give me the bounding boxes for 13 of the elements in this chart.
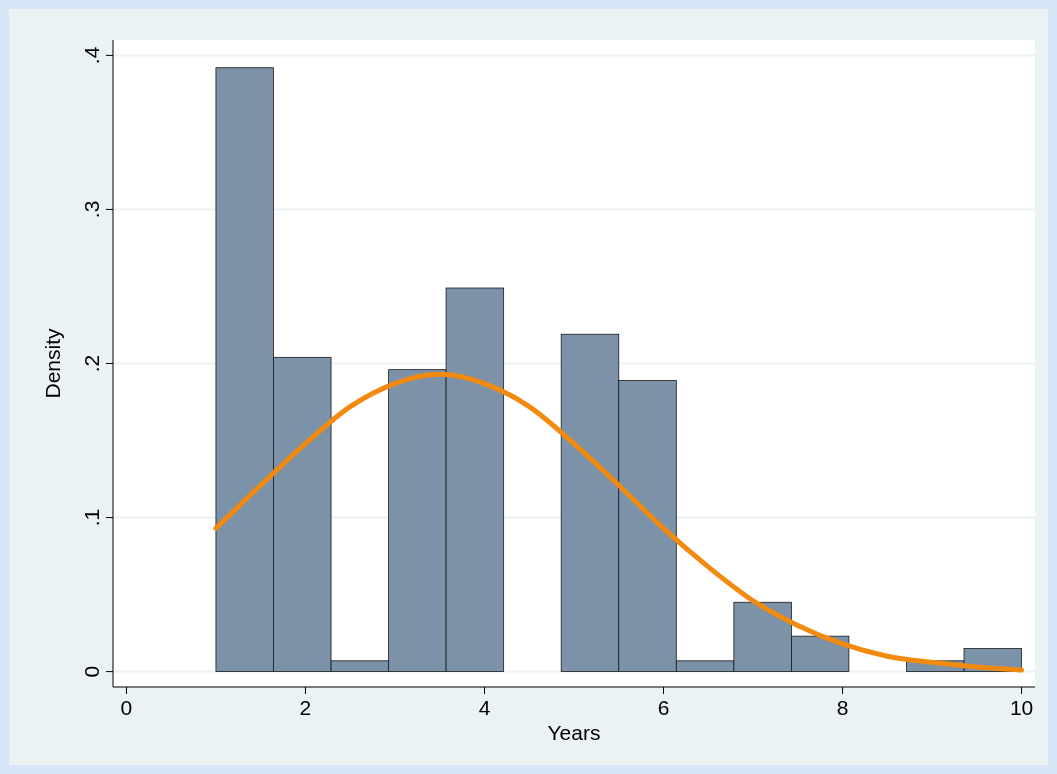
y-tick-label: .1 (80, 508, 103, 527)
y-tick-label: 0 (80, 665, 103, 678)
x-tick-label: 0 (120, 696, 133, 719)
y-tick-label: .2 (80, 354, 103, 373)
x-tick-label: 2 (299, 696, 312, 719)
x-tick-label: 6 (657, 696, 670, 719)
x-tick-label: 4 (478, 696, 491, 719)
x-tick-label: 10 (1009, 696, 1034, 719)
x-axis-title: Years (547, 721, 601, 744)
x-tick-label: 8 (836, 696, 849, 719)
y-tick-label: .4 (80, 46, 103, 65)
y-tick-label: .3 (80, 200, 103, 219)
y-axis-title: Density (41, 327, 64, 399)
